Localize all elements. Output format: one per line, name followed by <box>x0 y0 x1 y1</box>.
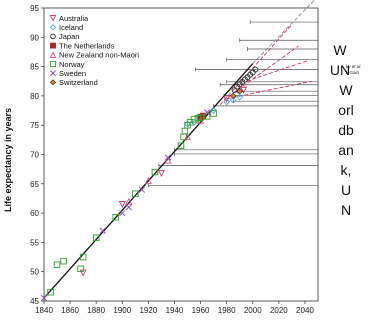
x-tick-label: 1940 <box>166 306 184 315</box>
x-tick-label: 1980 <box>218 306 236 315</box>
sweden-point <box>40 294 48 302</box>
norway-point <box>210 110 217 117</box>
sweden-point <box>119 209 126 217</box>
x-tick-label: 1860 <box>61 306 79 315</box>
iceland-point <box>210 107 218 114</box>
legend-marker-switzerland <box>49 79 57 86</box>
legend-marker-the-netherlands <box>50 42 56 49</box>
legend-label-norway: Norway <box>59 60 85 69</box>
norway-point <box>60 257 67 265</box>
legend-marker-iceland <box>49 23 57 31</box>
axis-ticks: 1840 1860 1880 1900 1920 1940 1960 1980 2000 2020… <box>30 4 314 315</box>
marker-stroke <box>203 109 211 116</box>
x-tick-label: 1920 <box>139 306 157 315</box>
new-zealand-non-maori-point <box>144 177 152 185</box>
trend-lines <box>43 0 316 299</box>
norway-point <box>203 113 211 120</box>
y-tick-label: 75 <box>30 121 39 130</box>
iceland-point <box>229 96 237 104</box>
iceland-point <box>184 120 191 128</box>
australia-point <box>118 201 126 209</box>
y-tick-label: 90 <box>30 33 39 42</box>
side-annotation: k Gain <box>346 70 360 75</box>
overlay-text-column-1: W UN <box>329 42 351 78</box>
legend-marker-australia <box>49 14 57 22</box>
australia-point <box>240 86 248 94</box>
sweden-point <box>203 109 211 116</box>
legend-label-japan: Japan <box>59 32 79 41</box>
x-tick-label: 2040 <box>296 306 314 315</box>
japan-point <box>252 66 259 73</box>
legend-label-new-zealand-non-maori: New Zealand non-Maori <box>59 51 139 60</box>
legend-marker-sweden <box>50 70 56 77</box>
x-tick-label: 2000 <box>244 306 262 315</box>
iceland-point <box>223 98 231 106</box>
new-zealand-non-maori-point <box>164 156 172 164</box>
marker-stroke <box>164 154 172 161</box>
projection-line <box>246 60 308 82</box>
sweden-point <box>164 154 172 161</box>
y-axis-label: Life expectancy in years <box>3 108 13 212</box>
y-tick-label: 55 <box>30 238 39 247</box>
new-zealand-non-maori-point <box>125 197 133 205</box>
marker-stroke <box>138 186 146 193</box>
norway-point <box>77 265 84 273</box>
norway-point <box>112 213 120 221</box>
legend-label-iceland: Iceland <box>59 23 83 32</box>
norway-point <box>177 142 185 149</box>
y-tick-label: 65 <box>30 180 39 189</box>
marker-stroke <box>125 204 132 211</box>
norway-point <box>190 116 198 123</box>
norway-point <box>92 234 100 241</box>
norway-point <box>53 261 61 268</box>
legend-label-the-netherlands: The Netherlands <box>59 41 115 50</box>
marker-stroke <box>50 70 56 77</box>
sweden-point <box>125 204 132 211</box>
x-tick-label: 1840 <box>35 306 53 315</box>
legend-marker-new-zealand-non-maori <box>49 51 57 58</box>
norway-point <box>197 114 204 121</box>
sweden-point <box>138 186 146 193</box>
y-tick-label: 85 <box>30 63 39 72</box>
side-annotation: ky et al. <box>346 64 362 69</box>
x-tick-label: 1880 <box>87 306 105 315</box>
x-tick-label: 2020 <box>270 306 288 315</box>
australia-point <box>223 95 231 103</box>
limit-lines <box>148 20 318 188</box>
data-points <box>40 66 259 302</box>
sweden-point <box>99 227 106 234</box>
x-tick-label: 1900 <box>113 306 131 315</box>
australia-point <box>157 170 165 178</box>
record-trend-line <box>43 63 254 299</box>
y-tick-label: 60 <box>30 209 39 218</box>
overlay-text-column-2: W orl db an k, U N <box>338 82 354 218</box>
switzerland-point <box>236 87 243 95</box>
marker-stroke <box>40 294 48 302</box>
norway-point <box>181 127 189 135</box>
x-tick-label: 1960 <box>192 306 210 315</box>
norway-point <box>79 253 87 261</box>
y-tick-label: 70 <box>30 151 39 160</box>
marker-stroke <box>99 227 106 234</box>
legend-marker-norway <box>49 60 57 68</box>
y-tick-label: 50 <box>30 268 39 277</box>
y-tick-label: 45 <box>30 297 39 306</box>
switzerland-point <box>229 92 237 100</box>
legend-label-australia: Australia <box>59 14 89 23</box>
norway-point <box>132 190 139 198</box>
y-tick-label: 80 <box>30 92 39 101</box>
norway-point <box>151 168 159 176</box>
projection-line <box>232 45 299 94</box>
legend-label-switzerland: Switzerland <box>59 78 98 87</box>
norway-point <box>47 288 54 296</box>
iceland-point <box>236 93 244 101</box>
marker-stroke <box>119 209 126 217</box>
legend-label-sweden: Sweden <box>59 69 86 78</box>
projection-line <box>252 0 316 64</box>
y-tick-label: 95 <box>30 4 39 13</box>
legend-marker-japan <box>50 33 56 40</box>
